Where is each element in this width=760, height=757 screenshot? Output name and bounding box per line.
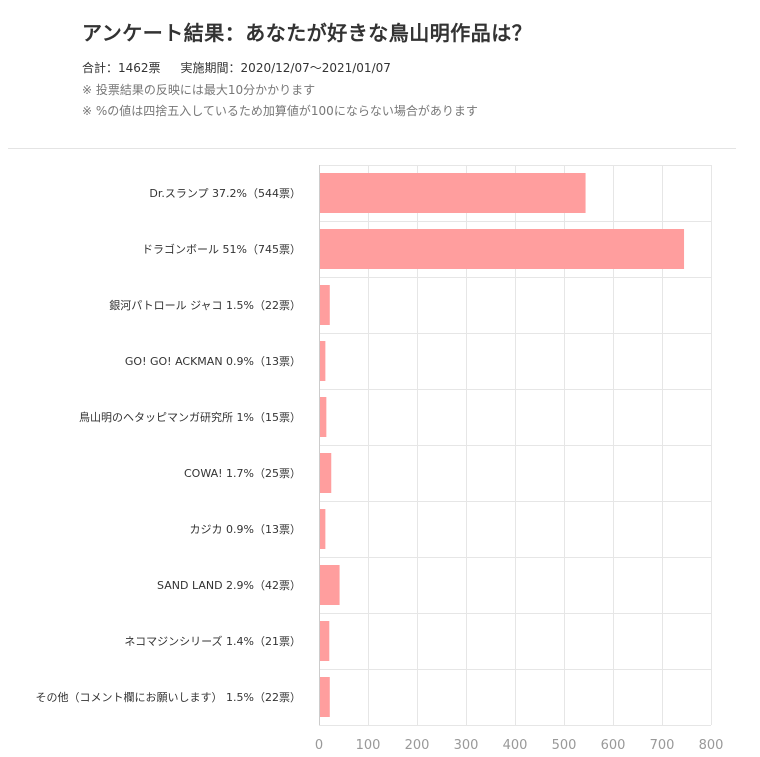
notes: ※ 投票結果の反映には最大10分かかります ※ %の値は四捨五入しているため加算… (82, 80, 732, 122)
category-label: その他（コメント欄にお願いします） 1.5%（22票） (36, 690, 301, 704)
category-label: GO! GO! ACKMAN 0.9%（13票） (125, 355, 301, 368)
survey-period: 実施期間：2020/12/07〜2021/01/07 (180, 61, 391, 75)
category-label: 銀河パトロール ジャコ 1.5%（22票） (109, 298, 301, 312)
bar (320, 509, 326, 549)
category-label: SAND LAND 2.9%（42票） (157, 579, 301, 592)
note-reflection: ※ 投票結果の反映には最大10分かかります (82, 83, 316, 97)
x-tick-label: 800 (699, 738, 724, 753)
category-label: ネコマジンシリーズ 1.4%（21票） (124, 634, 301, 648)
x-tick-label: 200 (405, 738, 430, 753)
x-tick-label: 700 (650, 738, 675, 753)
bar (320, 621, 330, 661)
note-rounding: ※ %の値は四捨五入しているため加算値が100にならない場合があります (82, 104, 478, 118)
bar (320, 677, 330, 717)
bar-chart: Dr.スランプ 37.2%（544票） ドラゴンボール 51%（745票） 銀河パト… (36, 165, 724, 753)
divider (8, 148, 736, 149)
page-title: アンケート結果：あなたが好きな鳥山明作品は？ (82, 21, 533, 45)
total-votes: 合計：1462票 (82, 61, 161, 75)
bar (320, 565, 340, 605)
x-tick-label: 400 (503, 738, 528, 753)
bar (320, 453, 332, 493)
x-tick-label: 100 (356, 738, 381, 753)
category-label: COWA! 1.7%（25票） (184, 467, 301, 480)
bar (320, 285, 330, 325)
category-label: 鳥山明のヘタッピマンガ研究所 1%（15票） (79, 410, 301, 424)
x-tick-label: 0 (315, 738, 323, 753)
category-label: Dr.スランプ 37.2%（544票） (149, 187, 301, 200)
meta-line: 合計：1462票 実施期間：2020/12/07〜2021/01/07 (82, 59, 732, 77)
category-label: カジカ 0.9%（13票） (190, 523, 301, 536)
x-tick-label: 500 (552, 738, 577, 753)
category-label: ドラゴンボール 51%（745票） (142, 242, 301, 256)
bar (320, 397, 327, 437)
x-tick-label: 300 (454, 738, 479, 753)
bar (320, 173, 586, 213)
bar (320, 229, 685, 269)
header: アンケート結果：あなたが好きな鳥山明作品は？ 合計：1462票 実施期間：2020… (82, 18, 732, 122)
bar (320, 341, 326, 381)
x-tick-label: 600 (601, 738, 626, 753)
